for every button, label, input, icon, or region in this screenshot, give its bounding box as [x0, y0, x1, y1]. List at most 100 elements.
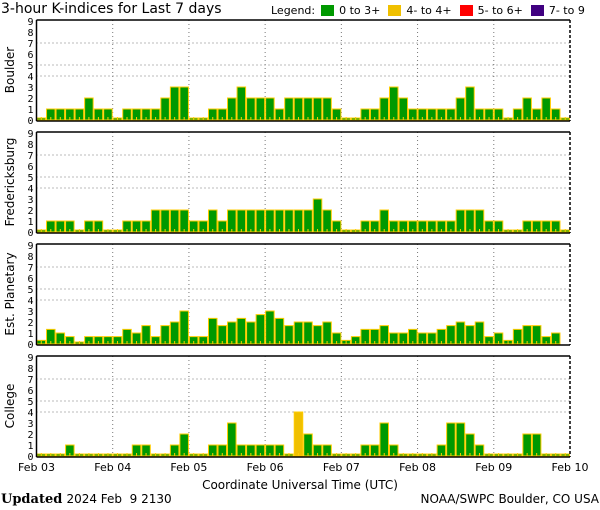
bar	[455, 422, 466, 457]
legend-item-5-6: 5- to 6+	[477, 4, 523, 17]
y-tick-label: 8	[27, 28, 33, 39]
y-tick-label: 9	[27, 241, 33, 252]
bar	[322, 321, 332, 345]
y-tick-label: 4	[27, 296, 33, 307]
bar	[379, 97, 389, 121]
bar	[312, 97, 323, 121]
bar	[455, 209, 466, 233]
bar	[303, 321, 313, 345]
y-tick-label: 5	[27, 173, 33, 184]
bar	[179, 209, 189, 233]
updated-label: Updated	[1, 492, 63, 507]
bar	[150, 209, 161, 233]
bar	[274, 209, 285, 233]
bar	[236, 209, 247, 233]
y-tick-label: 3	[27, 307, 33, 318]
bar	[455, 97, 466, 121]
bar	[246, 97, 256, 121]
y-tick-label: 6	[27, 162, 33, 173]
bar	[227, 422, 237, 457]
bar	[531, 433, 542, 457]
y-tick-label: 3	[27, 195, 33, 206]
y-tick-label: 8	[27, 364, 33, 375]
credit-text: NOAA/SWPC Boulder, CO USA	[420, 492, 599, 506]
bar	[284, 209, 294, 233]
y-tick-label: 1	[27, 217, 33, 228]
y-tick-label: 2	[27, 430, 33, 441]
bar	[388, 86, 399, 121]
y-tick-label: 3	[27, 83, 33, 94]
bar	[293, 321, 304, 345]
y-tick-label: 9	[27, 17, 33, 28]
bar	[265, 97, 275, 121]
bar	[236, 86, 247, 121]
chart-title: 3-hour K-indices for Last 7 days	[1, 1, 222, 17]
x-tick-label: Feb 10	[552, 461, 589, 474]
bar	[284, 97, 294, 121]
bar	[474, 209, 485, 233]
bar	[160, 209, 170, 233]
bar	[465, 209, 475, 233]
bar	[169, 209, 180, 233]
y-tick-label: 1	[27, 441, 33, 452]
bar	[227, 321, 237, 345]
y-tick-label: 5	[27, 61, 33, 72]
bar	[293, 209, 304, 233]
y-tick-label: 7	[27, 39, 33, 50]
bar	[255, 209, 266, 233]
y-tick-label: 0	[27, 228, 33, 239]
bar	[274, 317, 285, 345]
bar	[265, 310, 275, 345]
bar	[379, 209, 389, 233]
legend-swatch-purple	[530, 5, 544, 16]
y-tick-label: 5	[27, 285, 33, 296]
y-tick-label: 8	[27, 252, 33, 263]
y-tick-label: 6	[27, 50, 33, 61]
x-tick-label: Feb 06	[247, 461, 284, 474]
y-tick-label: 6	[27, 386, 33, 397]
bar	[255, 97, 266, 121]
bar	[255, 314, 266, 345]
bar	[227, 97, 237, 121]
panel-label: College	[3, 384, 17, 429]
y-tick-label: 2	[27, 206, 33, 217]
y-tick-label: 7	[27, 151, 33, 162]
bar	[207, 317, 218, 345]
x-tick-label: Feb 08	[399, 461, 436, 474]
bar	[179, 310, 189, 345]
bar	[379, 422, 389, 457]
bar	[541, 97, 551, 121]
bar	[169, 321, 180, 345]
bar	[227, 209, 237, 233]
legend-swatch-yellow	[388, 5, 402, 16]
x-axis-label: Coordinate Universal Time (UTC)	[202, 478, 398, 492]
y-tick-label: 0	[27, 116, 33, 127]
legend-swatch-green	[321, 5, 335, 16]
bar	[160, 97, 170, 121]
y-tick-label: 7	[27, 375, 33, 386]
y-tick-label: 4	[27, 72, 33, 83]
bar	[207, 209, 218, 233]
panel-label: Fredericksburg	[3, 138, 17, 227]
y-tick-label: 4	[27, 408, 33, 419]
y-tick-label: 6	[27, 274, 33, 285]
y-tick-label: 8	[27, 140, 33, 151]
x-tick-label: Feb 04	[94, 461, 131, 474]
y-tick-label: 1	[27, 105, 33, 116]
bar	[446, 422, 456, 457]
bar	[322, 97, 332, 121]
bar	[474, 321, 485, 345]
bar	[293, 97, 304, 121]
bar	[455, 321, 466, 345]
y-tick-label: 9	[27, 353, 33, 364]
y-tick-label: 0	[27, 452, 33, 463]
bar	[179, 86, 189, 121]
legend-item-7-9: 7- to 9	[548, 4, 585, 17]
bar	[303, 433, 313, 457]
y-tick-label: 5	[27, 397, 33, 408]
